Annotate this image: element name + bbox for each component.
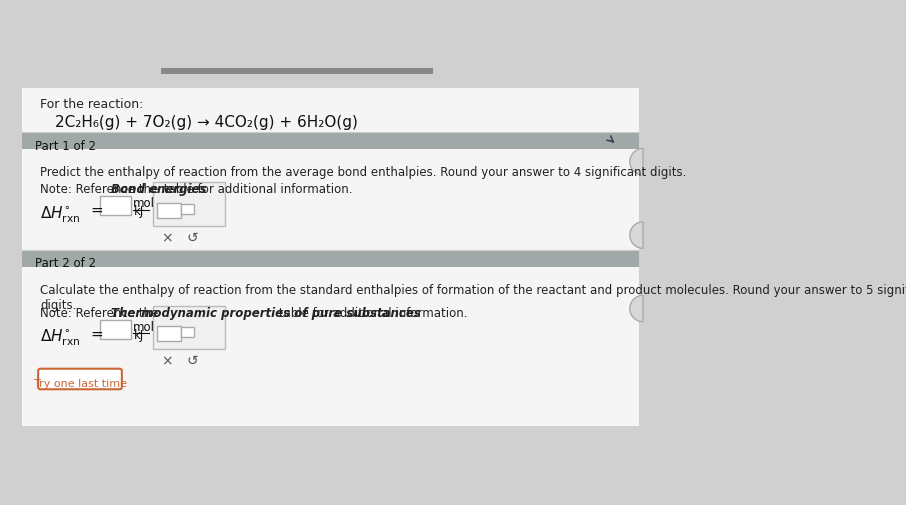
Text: mol: mol [133,320,155,333]
FancyBboxPatch shape [157,204,180,218]
Text: $\Delta H^{\circ}_{\rm rxn}$: $\Delta H^{\circ}_{\rm rxn}$ [41,204,81,225]
FancyBboxPatch shape [100,320,130,339]
Text: Note: Reference the: Note: Reference the [41,307,162,320]
Bar [161,69,433,74]
Text: Calculate the enthalpy of reaction from the standard enthalpies of formation of : Calculate the enthalpy of reaction from … [41,283,906,311]
Text: =: = [91,203,103,218]
Wedge shape [630,149,643,176]
Text: Note: Reference the: Note: Reference the [41,182,162,195]
Text: Thermodynamic properties of pure substances: Thermodynamic properties of pure substan… [111,307,420,320]
Text: table for additional information.: table for additional information. [160,182,353,195]
Text: mol: mol [133,197,155,210]
Text: kJ: kJ [134,328,145,341]
Text: Bond energies: Bond energies [111,182,207,195]
FancyBboxPatch shape [38,369,121,389]
FancyBboxPatch shape [22,89,639,426]
Text: =: = [91,326,103,341]
Text: Part 1 of 2: Part 1 of 2 [35,140,96,153]
Text: ↺: ↺ [187,354,198,368]
Text: ×: × [161,354,173,368]
Text: For the reaction:: For the reaction: [41,98,144,111]
FancyBboxPatch shape [100,197,130,216]
FancyBboxPatch shape [157,327,180,341]
Bar [22,134,639,150]
Text: table for additional information.: table for additional information. [275,307,467,320]
Bar [22,251,639,267]
Wedge shape [630,223,643,249]
Text: ↺: ↺ [187,230,198,244]
FancyBboxPatch shape [181,327,194,337]
Text: 2C₂H₆(g) + 7O₂(g) → 4CO₂(g) + 6H₂O(g): 2C₂H₆(g) + 7O₂(g) → 4CO₂(g) + 6H₂O(g) [55,115,358,130]
FancyBboxPatch shape [153,183,226,226]
Text: Part 2 of 2: Part 2 of 2 [35,257,96,270]
FancyBboxPatch shape [181,204,194,215]
Wedge shape [630,296,643,322]
FancyBboxPatch shape [153,306,226,349]
Text: kJ: kJ [134,205,145,218]
Text: ×: × [161,230,173,244]
Text: $\Delta H^{\circ}_{\rm rxn}$: $\Delta H^{\circ}_{\rm rxn}$ [41,327,81,347]
Text: Try one last time: Try one last time [34,378,127,388]
Text: Predict the enthalpy of reaction from the average bond enthalpies. Round your an: Predict the enthalpy of reaction from th… [41,166,687,179]
